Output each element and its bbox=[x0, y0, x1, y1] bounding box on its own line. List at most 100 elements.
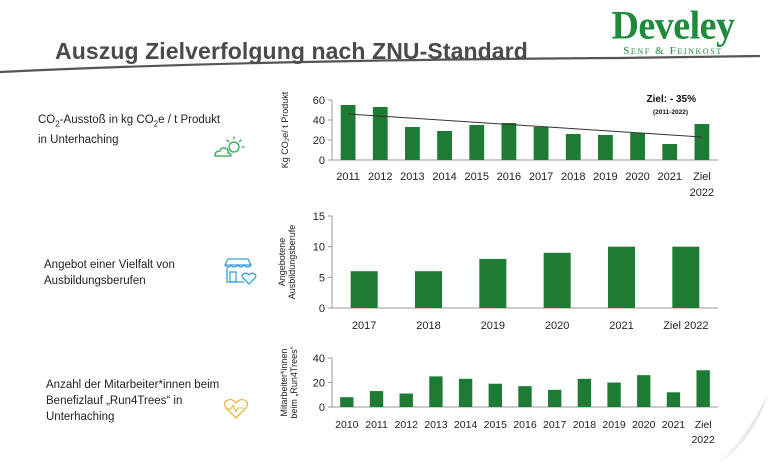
bar bbox=[340, 105, 356, 160]
run4trees-label-line: Anzahl der Mitarbeiter*innen beim bbox=[46, 379, 220, 391]
cloud-sun-icon bbox=[214, 136, 245, 157]
x-tick-label: 2021 bbox=[609, 320, 633, 332]
co2-chart: Ziel: - 35% (2011-2022) 0 20 40 60 Kg CO₂e/ … bbox=[280, 91, 718, 199]
bar bbox=[607, 246, 636, 308]
run4trees-label: Anzahl der Mitarbeiter*innen beim Benefi… bbox=[46, 377, 219, 425]
bar bbox=[458, 378, 473, 407]
bar bbox=[565, 134, 581, 160]
bar bbox=[501, 123, 517, 160]
ausbildung-label: Angebot einer Vielfalt von Ausbildungsbe… bbox=[44, 257, 175, 289]
shop-heart-icon bbox=[223, 258, 257, 285]
bar bbox=[479, 258, 507, 308]
bar bbox=[637, 375, 651, 407]
logo-tagline: Senf & Feinkost bbox=[623, 45, 723, 57]
x-tick-label: 2014 bbox=[432, 171, 456, 183]
y-tick-label: 10 bbox=[313, 242, 325, 254]
x-tick-label: 2022 bbox=[691, 434, 715, 446]
bar bbox=[630, 133, 645, 160]
x-tick-label: 2020 bbox=[625, 171, 649, 183]
bar bbox=[488, 383, 502, 407]
x-tick-label: 2021 bbox=[662, 419, 686, 431]
co2-label-sub: 2 bbox=[55, 119, 60, 129]
bar bbox=[369, 391, 384, 407]
y-tick-label: 15 bbox=[313, 211, 325, 223]
x-tick-label: 2020 bbox=[545, 320, 569, 332]
y-tick-label: 40 bbox=[313, 115, 325, 127]
y-tick-label: 0 bbox=[319, 155, 325, 167]
bar bbox=[543, 252, 571, 308]
bar bbox=[405, 127, 420, 160]
run4trees-label-line: Unterhaching bbox=[46, 411, 115, 423]
bar bbox=[696, 370, 710, 407]
co2-label-sub: 2 bbox=[153, 119, 159, 129]
x-tick-label: 2012 bbox=[395, 419, 419, 431]
bar bbox=[518, 386, 532, 407]
ausbildung-chart: 0 5 10 15 AngeboteneAusbildungsberufe 2017 201… bbox=[277, 211, 718, 332]
bar bbox=[350, 271, 378, 308]
x-tick-label: 2014 bbox=[454, 419, 478, 431]
x-tick-label: 2012 bbox=[368, 171, 392, 183]
y-tick-label: 20 bbox=[313, 378, 325, 390]
x-tick-label: 2018 bbox=[573, 419, 597, 431]
bar bbox=[437, 131, 452, 160]
ausbildung-label-line: Ausbildungsberufen bbox=[44, 275, 146, 287]
x-tick-label: Ziel 2022 bbox=[663, 320, 708, 332]
logo-brand: Develey bbox=[611, 3, 735, 49]
x-tick-label: 2015 bbox=[465, 171, 489, 183]
x-tick-label: 2010 bbox=[335, 419, 359, 431]
y-tick-label: 0 bbox=[319, 303, 325, 315]
bar bbox=[598, 135, 613, 160]
bar bbox=[533, 127, 549, 160]
co2-label-part: CO bbox=[38, 114, 56, 126]
x-tick-label: 2017 bbox=[529, 171, 553, 183]
slide-title: Auszug Zielverfolgung nach ZNU-Standard bbox=[55, 38, 528, 64]
y-tick-label: 0 bbox=[319, 402, 325, 414]
y-tick-label: 5 bbox=[319, 272, 325, 284]
x-tick-label: 2018 bbox=[561, 171, 585, 183]
x-tick-label: Ziel bbox=[695, 419, 712, 431]
x-tick-label: 2011 bbox=[365, 419, 388, 431]
co2-annotation-subtitle: (2011-2022) bbox=[653, 109, 688, 116]
bar bbox=[607, 382, 621, 407]
x-tick-label: 2021 bbox=[658, 171, 682, 183]
x-tick-label: 2013 bbox=[400, 171, 424, 183]
co2-label-line2: in Unterhaching bbox=[38, 134, 119, 147]
y-axis-label: Mitarbeiter*innenbeim „Run4Trees“ bbox=[279, 346, 299, 418]
x-tick-label: 2016 bbox=[497, 171, 521, 183]
bar bbox=[666, 392, 681, 407]
x-tick-label: 2016 bbox=[513, 419, 537, 431]
bar bbox=[548, 389, 562, 407]
co2-label-part: e / t Produkt bbox=[158, 114, 221, 126]
bar bbox=[672, 246, 700, 308]
y-tick-label: 20 bbox=[313, 135, 325, 147]
x-tick-label: 2013 bbox=[424, 419, 448, 431]
x-tick-label: 2019 bbox=[481, 320, 505, 332]
x-tick-label: 2022 bbox=[690, 187, 714, 199]
y-axis-label: AngeboteneAusbildungsberufe bbox=[277, 225, 297, 300]
bar bbox=[469, 125, 485, 160]
x-tick-label: 2019 bbox=[602, 419, 626, 431]
x-tick-label: 2017 bbox=[543, 419, 567, 431]
y-tick-label: 40 bbox=[313, 353, 325, 365]
run4trees-label-line: Benefizlauf „Run4Trees“ in bbox=[46, 395, 183, 407]
bar bbox=[577, 378, 592, 407]
heart-pulse-icon bbox=[223, 398, 249, 419]
y-tick-label: 60 bbox=[313, 95, 325, 107]
co2-label-part: -Ausstoß in kg CO bbox=[59, 114, 154, 126]
bar bbox=[662, 144, 678, 160]
bar bbox=[372, 107, 388, 160]
co2-label: CO2-Ausstoß in kg CO2e / t Produkt in Un… bbox=[38, 112, 220, 148]
x-tick-label: 2018 bbox=[416, 320, 440, 332]
ausbildung-label-line: Angebot einer Vielfalt von bbox=[44, 259, 175, 271]
bar bbox=[399, 393, 413, 407]
x-tick-label: 2019 bbox=[593, 171, 617, 183]
page-curl bbox=[718, 394, 768, 464]
bar bbox=[429, 376, 443, 407]
y-axis-label: Kg CO₂e/ t Produkt bbox=[280, 91, 290, 168]
co2-annotation-title: Ziel: - 35% bbox=[647, 94, 697, 105]
run4trees-chart: 0 20 40 Mitarbeiter*innenbeim „Run4Trees“ 20… bbox=[279, 346, 718, 446]
x-tick-label: 2017 bbox=[352, 320, 376, 332]
bar bbox=[414, 271, 443, 308]
bar bbox=[340, 397, 354, 407]
